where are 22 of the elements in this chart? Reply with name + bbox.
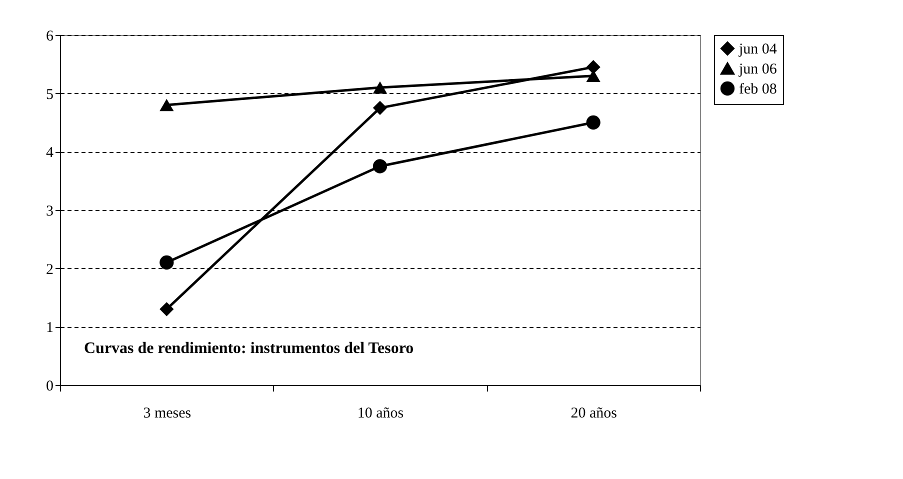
legend-label: jun 04 [738, 42, 778, 58]
point [586, 60, 600, 74]
x-tick-label: 20 años [570, 406, 618, 422]
y-tick-label: 2 [46, 262, 54, 278]
y-tick-label: 3 [46, 204, 54, 220]
point [586, 115, 600, 130]
x-tick-label: 3 meses [143, 406, 192, 422]
legend-label: jun 06 [738, 62, 778, 78]
x-tick-label: 10 años [357, 406, 404, 422]
point [160, 98, 174, 112]
point [160, 255, 174, 270]
y-tick-label: 0 [46, 378, 54, 394]
y-tick-label: 4 [46, 145, 54, 162]
y-tick-label: 5 [46, 86, 54, 103]
y-tick-label: 6 [46, 28, 54, 44]
legend-label: feb 08 [739, 82, 777, 98]
point [372, 100, 388, 115]
y-tick-label: 1 [46, 320, 54, 336]
annotation: Curvas de rendimiento: instrumentos del Tesoro [84, 340, 414, 357]
point [372, 81, 388, 94]
point [160, 302, 174, 316]
point [372, 159, 388, 174]
